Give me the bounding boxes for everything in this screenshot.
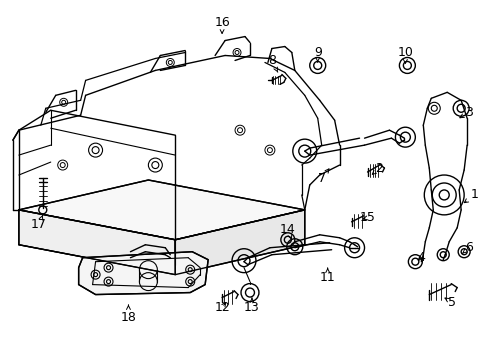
Text: 6: 6 — [462, 241, 472, 254]
Text: 17: 17 — [31, 215, 47, 231]
Text: 16: 16 — [214, 16, 229, 33]
Text: 13: 13 — [244, 298, 259, 314]
Text: 1: 1 — [464, 188, 478, 203]
Text: 7: 7 — [317, 169, 328, 185]
Text: 9: 9 — [313, 46, 321, 62]
Text: 10: 10 — [397, 46, 412, 63]
Text: 4: 4 — [417, 251, 425, 264]
Polygon shape — [19, 210, 175, 275]
Text: 15: 15 — [359, 211, 375, 224]
Text: 14: 14 — [280, 223, 295, 239]
Polygon shape — [175, 210, 304, 275]
Text: 3: 3 — [459, 106, 472, 119]
Text: 5: 5 — [444, 296, 455, 309]
Text: 2: 2 — [371, 162, 383, 175]
Text: 18: 18 — [120, 305, 136, 324]
Polygon shape — [79, 252, 208, 294]
Text: 8: 8 — [267, 54, 277, 72]
Text: 11: 11 — [319, 268, 335, 284]
Polygon shape — [19, 180, 304, 240]
Text: 12: 12 — [214, 301, 229, 314]
